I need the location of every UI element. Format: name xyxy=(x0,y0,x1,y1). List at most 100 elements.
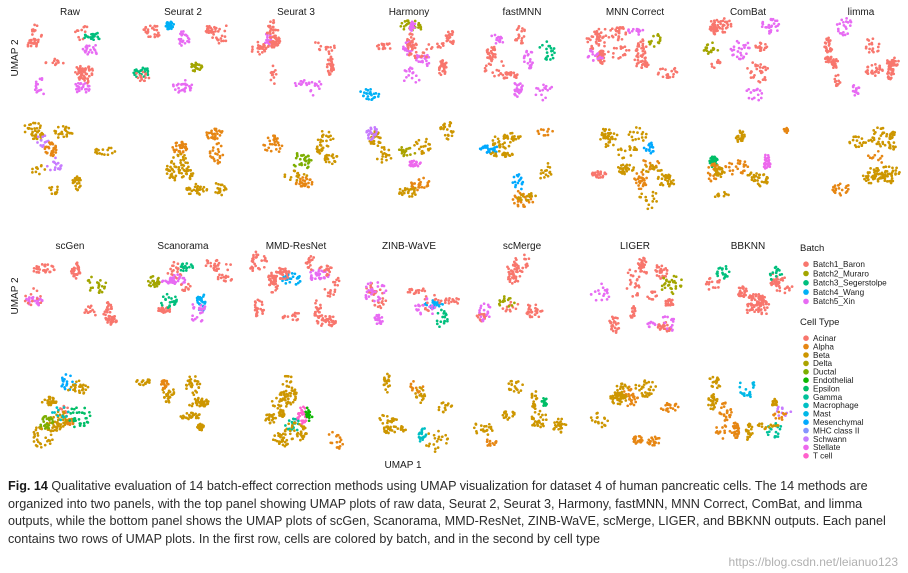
umap-cell-point xyxy=(373,299,376,303)
umap-cell-point xyxy=(890,176,894,180)
umap-cell-point xyxy=(398,192,401,195)
umap-cell-point xyxy=(84,50,87,54)
umap-cell-point xyxy=(481,146,485,149)
umap-cell-point xyxy=(544,96,547,100)
umap-cell-point xyxy=(855,139,859,142)
umap-cell-point xyxy=(738,129,742,133)
umap-cell-point xyxy=(717,194,721,197)
umap-cell-point xyxy=(285,402,289,406)
umap-cell-point xyxy=(214,182,218,185)
umap-cell-point xyxy=(141,66,145,70)
umap-cell-point xyxy=(174,266,178,269)
umap-cell-point xyxy=(612,46,616,50)
umap-cell-point xyxy=(860,144,864,148)
umap-cell-point xyxy=(191,314,194,318)
umap-cell-point xyxy=(52,424,56,428)
umap-cell-point xyxy=(41,269,45,272)
umap-cell-point xyxy=(329,292,332,296)
umap-panel-mmd-resnet-batch xyxy=(249,250,341,328)
umap-cell-point xyxy=(422,145,425,148)
umap-cell-point xyxy=(179,283,183,286)
umap-cell-point xyxy=(90,67,94,71)
umap-cell-point xyxy=(54,62,58,66)
umap-cell-point xyxy=(179,37,183,41)
umap-cell-point xyxy=(451,130,455,133)
umap-cell-point xyxy=(283,444,287,448)
umap-cell-point xyxy=(651,190,655,194)
umap-cell-point xyxy=(285,379,289,383)
umap-cell-point xyxy=(375,130,379,134)
umap-cell-point xyxy=(640,63,644,67)
umap-cell-point xyxy=(80,28,84,32)
umap-cell-point xyxy=(890,171,894,174)
umap-cell-point xyxy=(296,154,299,158)
umap-cell-point xyxy=(184,416,188,420)
umap-cell-point xyxy=(193,379,197,382)
umap-cell-point xyxy=(382,303,385,306)
umap-cell-point xyxy=(522,56,526,60)
umap-cell-point xyxy=(51,420,55,423)
umap-cell-point xyxy=(297,173,301,177)
umap-cell-point xyxy=(336,283,340,287)
umap-cell-point xyxy=(891,58,895,62)
umap-cell-point xyxy=(69,412,73,415)
umap-cell-point xyxy=(152,28,156,31)
umap-cell-point xyxy=(381,155,384,158)
umap-cell-point xyxy=(190,62,194,66)
umap-cell-point xyxy=(304,419,308,423)
umap-cell-point xyxy=(86,279,90,282)
umap-cell-point xyxy=(441,44,445,47)
umap-cell-point xyxy=(140,78,144,81)
umap-cell-point xyxy=(62,406,66,409)
umap-cell-point xyxy=(82,383,85,387)
umap-cell-point xyxy=(409,164,413,167)
umap-cell-point xyxy=(169,267,172,271)
umap-cell-point xyxy=(717,172,721,176)
umap-cell-point xyxy=(738,161,742,165)
umap-cell-point xyxy=(414,193,417,196)
umap-cell-point xyxy=(190,174,194,178)
umap-cell-point xyxy=(179,268,183,272)
umap-cell-point xyxy=(187,37,191,41)
umap-cell-point xyxy=(331,153,335,156)
umap-cell-point xyxy=(862,140,866,144)
umap-cell-point xyxy=(597,44,601,47)
umap-cell-point xyxy=(170,270,174,273)
umap-cell-point xyxy=(37,122,40,125)
umap-cell-point xyxy=(444,312,448,315)
umap-cell-point xyxy=(56,161,60,165)
umap-cell-point xyxy=(633,58,637,62)
umap-cell-point xyxy=(611,55,615,59)
umap-cell-point xyxy=(187,282,190,286)
umap-cell-point xyxy=(329,138,332,142)
umap-cell-point xyxy=(757,79,760,83)
umap-cell-point xyxy=(840,188,844,192)
umap-cell-point xyxy=(301,80,305,84)
umap-cell-point xyxy=(180,163,183,167)
umap-cell-point xyxy=(762,162,766,166)
umap-cell-point xyxy=(75,175,79,178)
umap-cell-point xyxy=(766,163,770,167)
umap-cell-point xyxy=(879,176,883,180)
umap-cell-point xyxy=(269,71,273,75)
umap-cell-point xyxy=(411,185,415,189)
umap-cell-point xyxy=(431,312,434,316)
umap-cell-point xyxy=(630,169,634,172)
umap-cell-point xyxy=(828,47,832,51)
umap-cell-point xyxy=(764,153,767,157)
umap-cell-point xyxy=(29,303,33,307)
umap-cell-point xyxy=(53,166,57,169)
umap-cell-point xyxy=(198,382,202,386)
umap-cell-point xyxy=(550,53,554,57)
umap-cell-point xyxy=(541,43,544,47)
umap-cell-point xyxy=(732,45,736,49)
umap-cell-point xyxy=(329,288,332,292)
umap-cell-point xyxy=(75,380,78,384)
umap-cell-point xyxy=(83,79,86,82)
umap-cell-point xyxy=(171,146,175,149)
umap-cell-point xyxy=(36,135,40,139)
umap-cell-point xyxy=(521,41,524,45)
umap-cell-point xyxy=(51,438,54,442)
umap-cell-point xyxy=(846,184,850,187)
umap-cell-point xyxy=(512,71,516,75)
